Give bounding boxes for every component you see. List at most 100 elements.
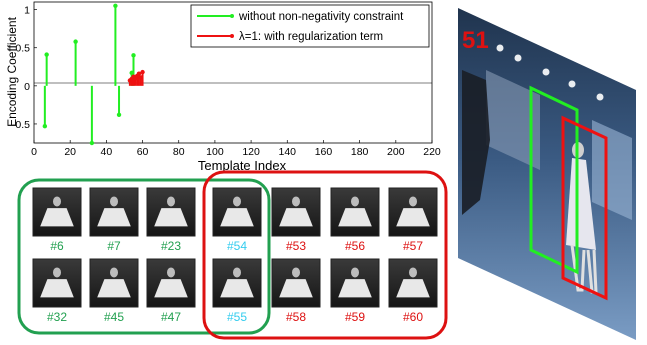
- thumbnail: #59: [330, 258, 380, 324]
- thumbnail-label: #6: [50, 239, 64, 253]
- stage-light: [514, 54, 522, 62]
- stem-marker-series-1: [116, 112, 122, 118]
- stage-screen: [592, 120, 632, 220]
- foreground-figure: [462, 70, 490, 215]
- stage-light: [596, 93, 604, 101]
- thumbnail: #54: [212, 187, 262, 253]
- thumbnail-figure-body: [97, 279, 131, 298]
- thumbnail: #56: [330, 187, 380, 253]
- thumbnail-figure-head: [167, 196, 175, 207]
- thumbnail: #32: [32, 258, 82, 324]
- x-tick-label: 60: [137, 146, 149, 158]
- thumbnail-figure-body: [40, 279, 74, 298]
- stage-light: [568, 80, 576, 88]
- thumbnail-figure-head: [233, 196, 241, 207]
- thumbnail-figure-head: [53, 267, 61, 278]
- thumbnail-figure-head: [351, 267, 359, 278]
- thumbnail: #47: [146, 258, 196, 324]
- y-tick-label: 0.5: [15, 43, 30, 55]
- thumbnail-label: #32: [47, 310, 67, 324]
- thumbnail-label: #59: [345, 310, 365, 324]
- y-tick-label: -0.5: [12, 119, 30, 131]
- thumbnail-figure-head: [292, 196, 300, 207]
- thumbnail-figure-body: [220, 279, 254, 298]
- thumbnail-figure-head: [110, 196, 118, 207]
- y-axis-label: Encoding Coefficient: [5, 16, 19, 127]
- thumbnail-figure-body: [396, 279, 430, 298]
- thumbnail-label: #53: [286, 239, 306, 253]
- thumbnail-figure-body: [279, 279, 313, 298]
- x-tick-label: 140: [279, 146, 297, 158]
- stem-marker-series-2: [140, 69, 145, 75]
- y-axis-ticks: -0.5 0 0.5 1: [12, 5, 37, 131]
- thumbnail-figure-head: [167, 267, 175, 278]
- x-tick-label: 0: [31, 146, 37, 158]
- thumbnail-figure-body: [154, 279, 188, 298]
- thumbnail-figure-head: [409, 267, 417, 278]
- thumbnail-figure-head: [351, 196, 359, 207]
- frame-number: 51: [462, 27, 489, 54]
- thumbnail-figure-body: [338, 208, 372, 227]
- legend-label-red: λ=1: with regularization term: [239, 31, 383, 43]
- thumbnail-label: #55: [227, 310, 247, 324]
- stage-light: [496, 44, 504, 52]
- stage-screen: [486, 70, 540, 170]
- green-group-outline: [17, 178, 271, 335]
- thumbnail-figure-head: [53, 196, 61, 207]
- thumbnail: #57: [388, 187, 438, 253]
- thumbnail-figure-body: [154, 208, 188, 227]
- thumbnail-figure-body: [220, 208, 254, 227]
- thumbnail-figure-body: [279, 208, 313, 227]
- thumbnail: #6: [32, 187, 82, 253]
- thumbnail-label: #23: [161, 239, 181, 253]
- stem-marker-series-2: [136, 71, 142, 76]
- thumbnail-label: #58: [286, 310, 306, 324]
- legend-label-green: without non-negativity constraint: [238, 11, 404, 23]
- dancer-body: [566, 158, 596, 250]
- thumbnail-label: #56: [345, 239, 365, 253]
- x-tick-label: 20: [64, 146, 76, 158]
- y-tick-label: 1: [24, 5, 30, 17]
- legend-marker-green: [230, 14, 234, 18]
- x-tick-label: 40: [101, 146, 113, 158]
- x-tick-label: 180: [351, 146, 369, 158]
- thumbnail: #45: [89, 258, 139, 324]
- stem-marker-series-1: [131, 53, 136, 58]
- thumbnail: #53: [271, 187, 321, 253]
- thumbnail-figure-body: [396, 208, 430, 227]
- x-axis-ticks: 0 20 40 60 80 100 120 140 160 180 200 220: [31, 140, 441, 158]
- thumbnail-label: #57: [403, 239, 423, 253]
- stage-light: [542, 68, 550, 76]
- thumbnail-figure-head: [110, 267, 118, 278]
- x-tick-label: 220: [423, 146, 441, 158]
- thumbnail-figure-body: [40, 208, 74, 227]
- thumbnail-image: [330, 187, 380, 237]
- x-tick-label: 100: [206, 146, 224, 158]
- legend-marker-red: [230, 34, 234, 38]
- stem-marker-series-1: [42, 124, 48, 129]
- stem-marker-series-1: [89, 140, 95, 146]
- green-tracking-box: [529, 85, 579, 275]
- x-tick-label: 80: [173, 146, 185, 158]
- thumbnail-label: #45: [104, 310, 124, 324]
- chart-marks: [42, 3, 145, 146]
- stem-marker-series-1: [44, 52, 49, 57]
- legend: without non-negativity constraint λ=1: w…: [190, 4, 430, 48]
- red-group-outline: [202, 170, 448, 340]
- thumbnail-figure-head: [409, 196, 417, 207]
- thumbnail-figure-head: [233, 267, 241, 278]
- video-frame: 51: [458, 8, 636, 340]
- stem-marker-series-1: [113, 3, 118, 9]
- legend-box: [190, 4, 430, 48]
- x-tick-label: 120: [242, 146, 260, 158]
- thumbnail: #23: [146, 187, 196, 253]
- thumbnail-figure-body: [97, 208, 131, 227]
- thumbnail-image: [271, 187, 321, 237]
- y-tick-label: 0: [24, 81, 30, 93]
- x-axis-label: Template Index: [198, 158, 287, 173]
- thumbnail-figure-head: [292, 267, 300, 278]
- thumbnail-label: #47: [161, 310, 181, 324]
- thumbnail-image: [146, 187, 196, 237]
- thumbnail-label: #54: [227, 239, 247, 253]
